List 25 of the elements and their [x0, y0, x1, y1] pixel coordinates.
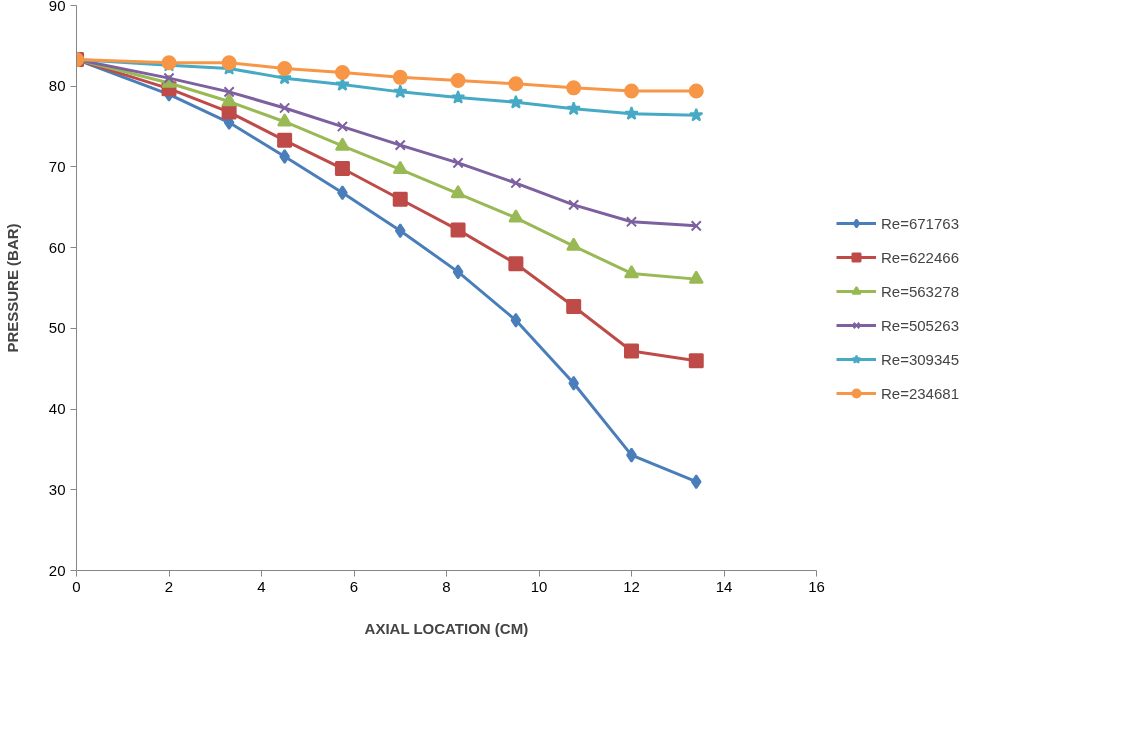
x-tick-label: 12 [623, 577, 640, 595]
x-tick-label: 16 [808, 577, 825, 595]
x-tick-label: 4 [257, 577, 266, 595]
legend-label: Re=234681 [881, 384, 959, 402]
x-axis-title: AXIAL LOCATION (CM) [364, 619, 529, 637]
x-tick-label: 6 [349, 577, 359, 595]
y-axis-title: PRESSURE (BAR) [3, 223, 21, 353]
legend-label: Re=309345 [881, 350, 959, 368]
x-tick-label: 0 [72, 577, 81, 595]
y-tick-label: 30 [48, 480, 66, 498]
x-tick-label: 8 [442, 577, 451, 595]
y-tick-label: 20 [48, 561, 66, 579]
y-tick-label: 90 [48, 0, 66, 14]
x-tick-label: 14 [715, 577, 733, 595]
y-tick-label: 40 [48, 400, 66, 418]
y-tick-label: 80 [48, 77, 66, 95]
legend-label: Re=671763 [881, 214, 959, 232]
y-tick-label: 60 [48, 238, 66, 256]
y-tick-label: 70 [48, 157, 66, 175]
legend-label: Re=505263 [881, 316, 959, 334]
legend-label: Re=622466 [881, 248, 959, 266]
y-tick-label: 50 [48, 319, 66, 337]
x-tick-label: 10 [530, 577, 548, 595]
legend-label: Re=563278 [881, 282, 959, 300]
x-tick-label: 2 [164, 577, 174, 595]
